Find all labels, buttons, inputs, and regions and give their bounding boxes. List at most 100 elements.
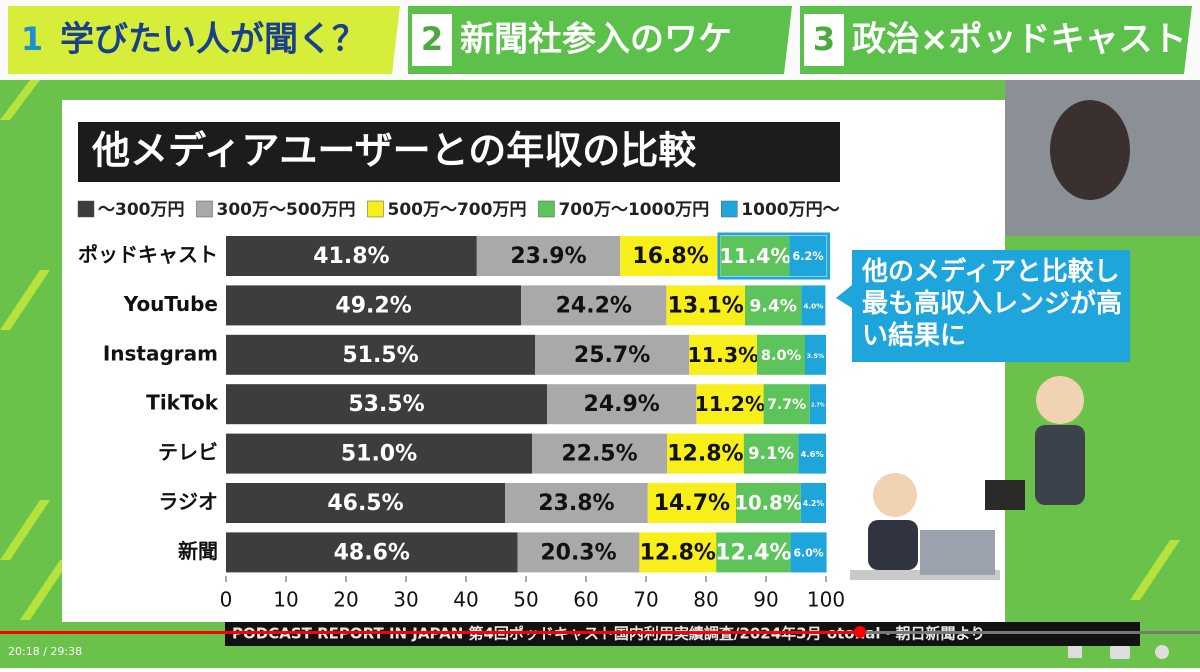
pause-toggle[interactable]: [1068, 646, 1082, 658]
x-tick-label: 40: [453, 588, 478, 612]
value-label: 12.8%: [667, 442, 743, 467]
value-label: 8.0%: [761, 348, 802, 364]
progress-bar[interactable]: [0, 631, 860, 634]
value-label: 51.0%: [341, 442, 417, 467]
bar-segment: [789, 236, 827, 276]
value-label: 2.7%: [811, 403, 825, 409]
callout: [852, 250, 1130, 362]
captions-button[interactable]: [1110, 646, 1130, 659]
tab-number-box: [412, 14, 452, 66]
tab-label: 新聞社参入のワケ: [460, 20, 732, 60]
bar-segment: [757, 334, 805, 375]
chart-title: 他メディアユーザーとの年収の比較: [91, 129, 697, 173]
legend-label: 700万～1000万円: [558, 200, 709, 220]
bar-segment: [763, 384, 810, 425]
title-box: [78, 122, 840, 182]
legend-swatch: [77, 200, 95, 218]
callout-text: 他のメディアと比較し最も高収入レンジが高い結果に: [862, 257, 1123, 351]
value-label: 11.3%: [687, 343, 758, 367]
value-label: 11.4%: [719, 244, 791, 268]
category-label: ラジオ: [158, 490, 218, 514]
value-label: 20.3%: [540, 540, 616, 565]
legend-swatch: [367, 200, 384, 218]
bar-segment: [736, 483, 801, 523]
bar-segment: [547, 384, 697, 425]
legend-swatch: [538, 200, 555, 218]
illustration: [850, 376, 1085, 580]
value-label: 4.0%: [803, 301, 824, 310]
callout-wrap: 他のメディアと比較し最も高収入レンジが高い結果に: [862, 257, 1123, 351]
callout-pointer: [836, 285, 852, 308]
value-label: 41.8%: [313, 244, 389, 269]
tab: [800, 6, 1192, 74]
bar-segment: [226, 285, 522, 326]
x-tick-label: 0: [220, 588, 233, 612]
x-tick-label: 90: [753, 588, 778, 612]
value-label: 4.6%: [801, 449, 825, 459]
bar-segment: [639, 532, 717, 573]
legend-label: ～300万円: [98, 200, 185, 220]
scrubber[interactable]: [854, 626, 866, 638]
tab-number: 3: [813, 20, 835, 58]
bar-segment: [532, 433, 667, 474]
bar-segment: [667, 433, 744, 474]
progress-rest: [860, 631, 1200, 634]
value-label: 4.2%: [803, 499, 825, 508]
tab-label: 学びたい人が聞く？: [60, 20, 366, 60]
value-label: 11.2%: [695, 392, 766, 416]
bar-segment: [716, 532, 791, 573]
value-label: 53.5%: [348, 392, 424, 417]
tab-label: 政治×ポッドキャスト: [852, 20, 1187, 60]
value-label: 9.4%: [750, 296, 797, 316]
bar-segment: [226, 384, 547, 425]
category-label: YouTube: [123, 292, 218, 316]
stripes: [0, 80, 1180, 620]
x-tick-label: 60: [573, 588, 598, 612]
value-label: 6.0%: [793, 546, 823, 559]
x-tick-label: 10: [273, 588, 298, 612]
x-tick-label: 80: [693, 588, 718, 612]
presenter: [1050, 100, 1130, 200]
bar-segment: [743, 433, 799, 474]
settings-button[interactable]: [1155, 645, 1169, 659]
category-label: ポッドキャスト: [78, 243, 218, 267]
category-label: テレビ: [158, 440, 218, 464]
value-label: 23.9%: [510, 244, 586, 269]
bar-segment: [689, 334, 757, 375]
value-label: 12.8%: [640, 540, 716, 565]
bar-segment: [721, 236, 790, 276]
value-label: 3.5%: [807, 353, 825, 360]
value-label: 7.7%: [767, 397, 806, 413]
bar-segment: [226, 236, 477, 276]
bar-segment: [535, 334, 690, 375]
x-tick-label: 50: [513, 588, 538, 612]
bar-segment: [696, 384, 764, 425]
bar-segment: [801, 285, 826, 326]
category-label: 新聞: [178, 539, 218, 563]
value-label: 23.8%: [538, 491, 614, 516]
x-tick-label: 20: [333, 588, 358, 612]
bar-segment: [226, 483, 505, 523]
value-label: 6.2%: [792, 250, 823, 263]
bar-segment: [809, 384, 826, 425]
legend-label: 500万～700万円: [387, 200, 526, 220]
bar-segment: [798, 433, 826, 474]
legend-label: 1000万円～: [741, 200, 839, 220]
tab: [8, 6, 400, 74]
value-label: 9.1%: [748, 444, 794, 463]
value-label: 22.5%: [561, 442, 637, 467]
value-label: 10.8%: [734, 492, 802, 515]
x-tick-label: 30: [393, 588, 418, 612]
bar-segment: [666, 285, 745, 326]
value-label: 25.7%: [574, 343, 650, 368]
legend-label: 300万～500万円: [217, 200, 356, 220]
bar-segment: [226, 334, 535, 375]
value-label: 48.6%: [334, 540, 410, 565]
tabs: 1 学びたい人が聞く？ 2 新聞社参入のワケ 3 政治×ポッドキャスト: [8, 6, 1192, 74]
x-tick-label: 100: [807, 588, 845, 612]
bar-segment: [790, 532, 827, 573]
time-display: 20:18 / 29:38: [8, 645, 82, 658]
tab: [408, 6, 792, 74]
value-label: 14.7%: [654, 491, 730, 516]
